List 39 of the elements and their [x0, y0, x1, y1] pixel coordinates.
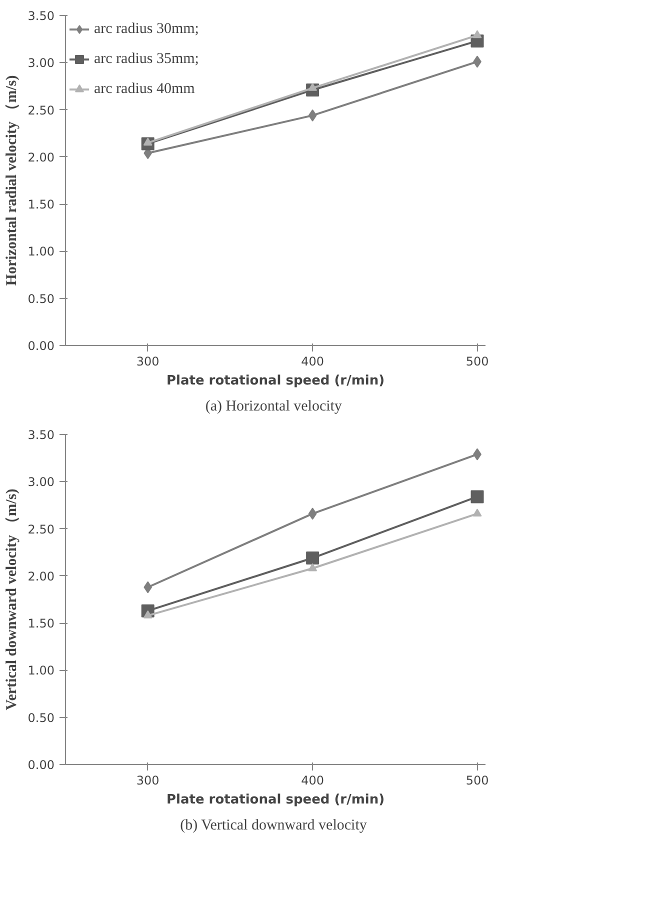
y-tick-label: 0.00 — [28, 339, 54, 353]
x-tick-label: 500 — [466, 774, 489, 788]
x-tick-label: 500 — [466, 354, 489, 368]
y-tick-label: 3.50 — [28, 9, 54, 23]
y-tick-label: 2.50 — [28, 522, 54, 536]
point — [308, 508, 317, 520]
y-tick-label: 3.00 — [28, 475, 54, 490]
y-tick-label: 2.00 — [28, 150, 54, 164]
y-tick-label: 0.50 — [28, 710, 54, 725]
point — [308, 109, 317, 122]
x-tick-label: 400 — [301, 354, 324, 368]
y-tick-label: 1.50 — [28, 616, 54, 631]
text: (a) Horizontal velocity — [205, 398, 342, 414]
y-tick-label: 2.00 — [28, 569, 54, 584]
y-tick-label: 2.50 — [28, 103, 54, 118]
point — [472, 30, 482, 38]
legend-label: arc radius 40mm — [94, 80, 195, 98]
x-tick-label: 300 — [136, 774, 160, 788]
y-tick-label: 3.00 — [28, 56, 54, 70]
y-axis-title: Horizontal radial velocity （m/s) — [4, 75, 20, 286]
y-tick-label: 1.50 — [28, 198, 54, 212]
x-axis-title: Plate rotational speed (r/min) — [166, 792, 385, 808]
point — [470, 490, 484, 504]
point — [306, 552, 320, 565]
x-tick-label: 400 — [301, 774, 324, 788]
point — [472, 508, 482, 517]
point — [144, 581, 152, 594]
point — [308, 563, 318, 572]
x-tick-label: 300 — [136, 354, 160, 368]
x-axis-title: Plate rotational speed (r/min) — [166, 374, 385, 388]
y-tick-label: 1.00 — [28, 244, 54, 259]
y-tick-label: 3.50 — [28, 428, 54, 442]
legend-label: arc radius 30mm; — [94, 20, 199, 38]
y-tick-label: 0.50 — [28, 292, 54, 306]
text: (b) Vertical downward velocity — [180, 818, 368, 834]
y-tick-label: 1.00 — [28, 664, 54, 678]
y-tick-label: 0.00 — [28, 758, 54, 772]
y-axis-title: Vertical downward velocity （m/s) — [4, 488, 20, 710]
legend-label: arc radius 35mm; — [94, 50, 199, 68]
